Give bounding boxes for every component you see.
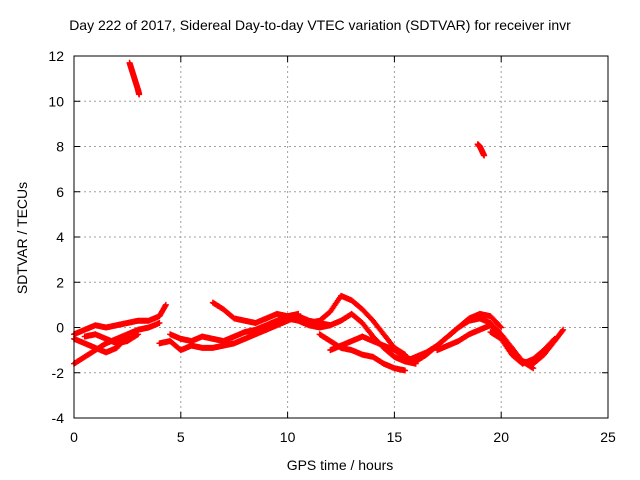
series-track-a bbox=[71, 301, 169, 338]
series-track-h bbox=[263, 310, 419, 367]
series-track-m bbox=[487, 329, 558, 367]
point-marker bbox=[551, 335, 558, 342]
x-tick-label: 5 bbox=[177, 429, 185, 445]
point-marker bbox=[550, 336, 557, 343]
series-track-i bbox=[316, 331, 409, 374]
y-tick-label: 10 bbox=[48, 93, 64, 109]
y-tick-label: 4 bbox=[56, 229, 64, 245]
y-tick-label: 6 bbox=[56, 184, 64, 200]
y-tick-label: 12 bbox=[48, 48, 64, 64]
x-tick-label: 15 bbox=[387, 429, 403, 445]
series-track-d bbox=[81, 331, 142, 347]
point-marker bbox=[156, 319, 163, 326]
y-tick-label: 8 bbox=[56, 139, 64, 155]
plot-border bbox=[73, 55, 609, 419]
point-marker bbox=[481, 152, 488, 159]
point-marker bbox=[136, 91, 143, 98]
point-marker bbox=[402, 367, 409, 374]
y-tick-label: -4 bbox=[52, 410, 65, 426]
x-axis-label: GPS time / hours bbox=[286, 457, 394, 473]
data-points bbox=[71, 59, 567, 374]
series-track-k bbox=[402, 315, 537, 372]
y-tick-label: 2 bbox=[56, 274, 64, 290]
series-track-o bbox=[474, 141, 488, 159]
series-track-n bbox=[126, 59, 143, 98]
x-tick-label: 10 bbox=[280, 429, 296, 445]
point-marker bbox=[560, 326, 567, 333]
point-marker bbox=[497, 323, 504, 330]
y-tick-label: 0 bbox=[56, 320, 64, 336]
x-tick-label: 25 bbox=[600, 429, 616, 445]
x-tick-label: 20 bbox=[493, 429, 509, 445]
point-marker bbox=[498, 324, 505, 331]
point-marker bbox=[162, 301, 169, 308]
y-tick-label: -2 bbox=[52, 365, 65, 381]
grid-lines bbox=[74, 56, 608, 418]
point-marker bbox=[559, 327, 566, 334]
point-marker bbox=[135, 331, 142, 338]
axis-ticks: 0 5 10 15 20 25 -4 -2 0 2 4 6 8 10 12 bbox=[48, 48, 616, 445]
x-tick-label: 0 bbox=[70, 429, 78, 445]
chart-title: Day 222 of 2017, Sidereal Day-to-day VTE… bbox=[69, 17, 571, 33]
